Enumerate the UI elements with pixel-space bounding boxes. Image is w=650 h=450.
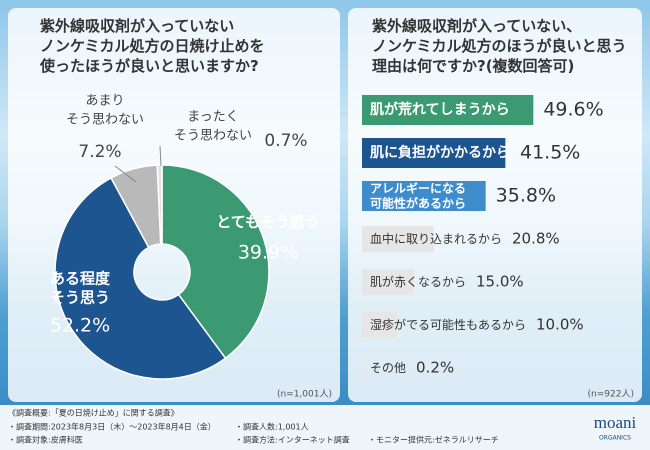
- footer-item: ・調査期間:2023年8月3日（木）〜2023年8月4日（金）: [8, 422, 216, 432]
- bar: [362, 269, 414, 295]
- slice-label: ある程度そう思う: [50, 269, 111, 306]
- footer-item: ・調査対象:皮膚科医: [8, 435, 83, 445]
- sample-note: (n=922人): [588, 389, 634, 400]
- bar: [362, 181, 486, 211]
- slice-value: 0.7%: [264, 131, 307, 151]
- bar-value: 35.8%: [496, 185, 556, 207]
- chart-title: 紫外線吸収剤が入っていない、ノンケミカル処方のほうが良いと思う理由は何ですか?(…: [372, 17, 627, 75]
- footer-item: ・モニター提供元:ゼネラルリサーチ: [368, 435, 499, 445]
- pie-slice: [54, 176, 227, 380]
- footer-band: [0, 405, 650, 450]
- bar-label: 肌が赤くなるから: [370, 274, 466, 289]
- sample-note: (n=1,001人): [277, 389, 332, 400]
- slice-label: あまりそう思わない: [66, 93, 144, 127]
- bar-label: 肌が荒れてしまうから: [370, 101, 510, 118]
- bar-label: 湿疹がでる可能性もあるから: [370, 317, 526, 332]
- bar-label: 肌に負担がかかるから: [370, 144, 510, 161]
- bar-value: 49.6%: [543, 99, 603, 121]
- chart-title: 紫外線吸収剤が入っていないノンケミカル処方の日焼け止めを使ったほうが良いと思いま…: [39, 17, 265, 75]
- bar-value: 15.0%: [476, 273, 524, 291]
- bar-label: 血中に取り込まれるから: [370, 231, 502, 246]
- bar-label: その他: [370, 361, 406, 375]
- bar: [362, 138, 506, 168]
- bar-value: 10.0%: [536, 316, 584, 334]
- bar: [362, 312, 397, 338]
- slice-label: とてもそう思う: [216, 213, 320, 231]
- leader-line: [114, 165, 137, 183]
- leader-line: [159, 145, 162, 167]
- pie-slice: [161, 164, 270, 360]
- footer-heading: 《調査概要:「夏の日焼け止め」に関する調査》: [8, 408, 179, 418]
- slice-value: 7.2%: [78, 142, 121, 162]
- bar: [362, 355, 363, 381]
- logo-sub: ORGANICS: [599, 435, 631, 442]
- pie-slice: [156, 164, 163, 245]
- slice-value: 39.9%: [238, 242, 298, 264]
- bar: [362, 95, 534, 125]
- footer-item: ・調査方法:インターネット調査: [235, 435, 350, 445]
- bar-value: 0.2%: [416, 359, 454, 377]
- bar-value: 20.8%: [512, 230, 560, 248]
- footer-item: ・調査人数:1,001人: [235, 422, 309, 432]
- bar: [362, 226, 434, 252]
- logo-name: moani: [594, 413, 637, 432]
- slice-label: まったくそう思わない: [174, 109, 252, 143]
- slice-value: 52.2%: [50, 315, 110, 337]
- bar-label: アレルギーになる可能性があるから: [370, 180, 466, 210]
- bar-value: 41.5%: [520, 142, 580, 164]
